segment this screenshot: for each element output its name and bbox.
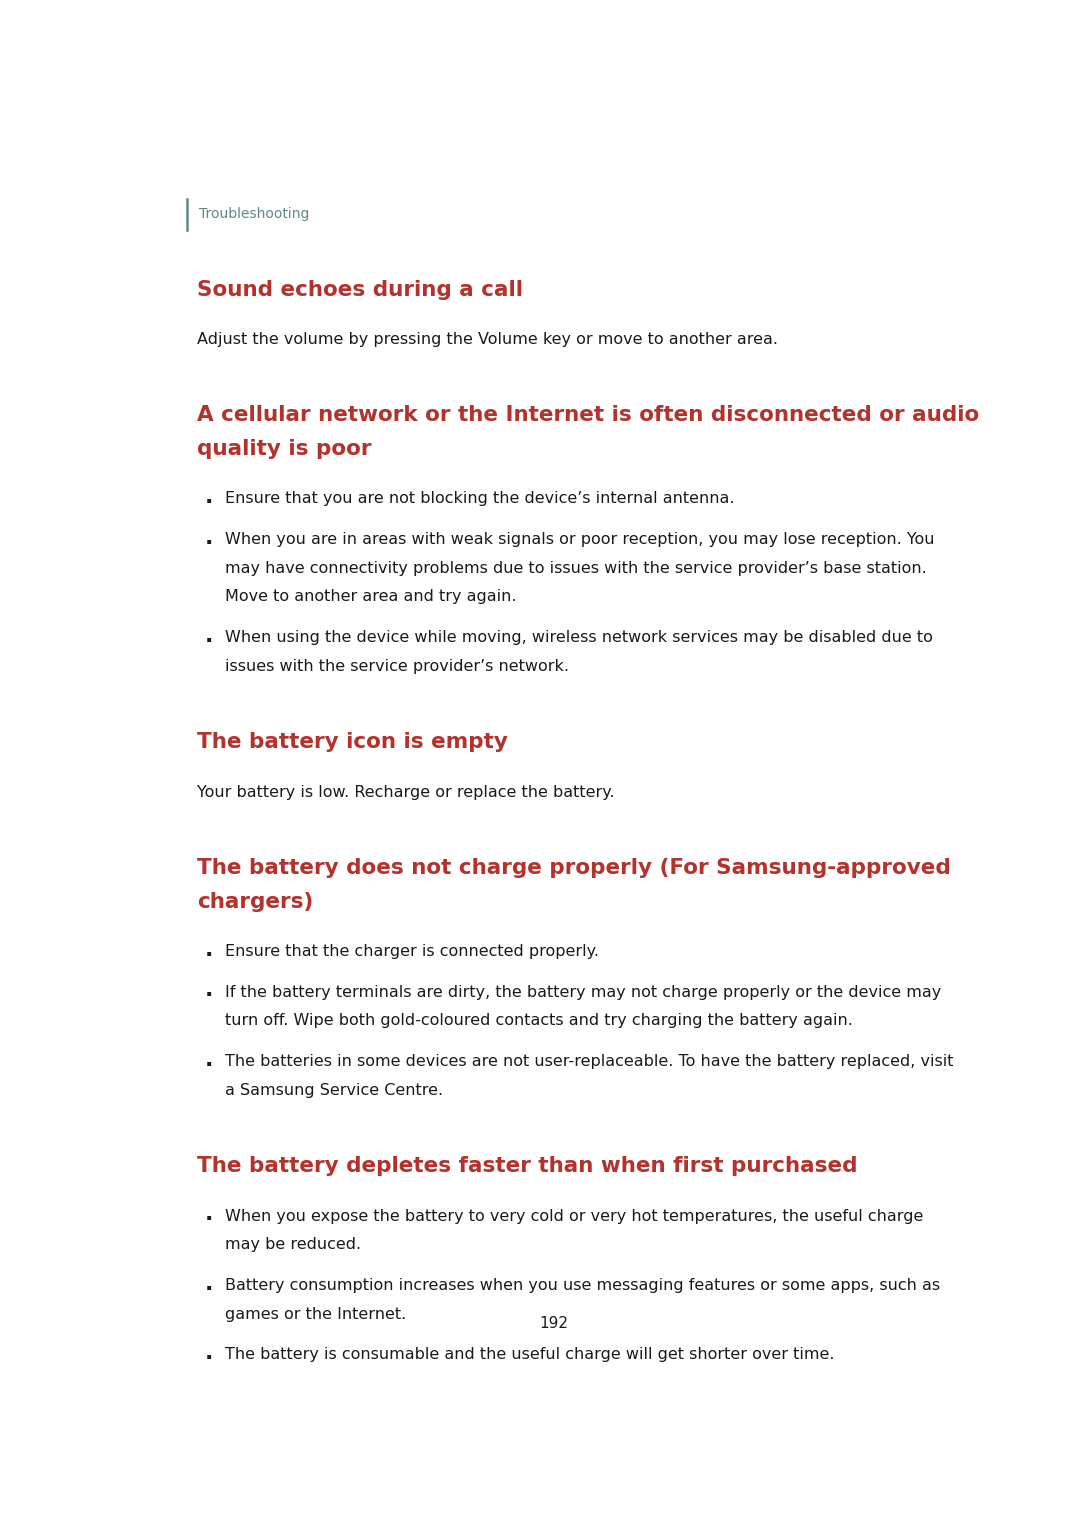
Text: Ensure that the charger is connected properly.: Ensure that the charger is connected pro… bbox=[225, 944, 598, 959]
Text: a Samsung Service Centre.: a Samsung Service Centre. bbox=[225, 1083, 443, 1098]
Text: When using the device while moving, wireless network services may be disabled du: When using the device while moving, wire… bbox=[225, 631, 932, 644]
Text: ·: · bbox=[204, 945, 213, 965]
Text: chargers): chargers) bbox=[197, 892, 313, 912]
Text: ·: · bbox=[204, 1278, 213, 1299]
Text: The battery icon is empty: The battery icon is empty bbox=[197, 733, 508, 753]
Text: issues with the service provider’s network.: issues with the service provider’s netwo… bbox=[225, 658, 568, 673]
Text: may have connectivity problems due to issues with the service provider’s base st: may have connectivity problems due to is… bbox=[225, 560, 927, 576]
Text: ·: · bbox=[204, 1209, 213, 1229]
Text: may be reduced.: may be reduced. bbox=[225, 1237, 361, 1252]
Text: ·: · bbox=[204, 533, 213, 553]
Text: Battery consumption increases when you use messaging features or some apps, such: Battery consumption increases when you u… bbox=[225, 1278, 940, 1293]
Text: ·: · bbox=[204, 631, 213, 651]
Text: The battery is consumable and the useful charge will get shorter over time.: The battery is consumable and the useful… bbox=[225, 1347, 834, 1362]
Text: A cellular network or the Internet is often disconnected or audio: A cellular network or the Internet is of… bbox=[197, 406, 980, 426]
Text: Your battery is low. Recharge or replace the battery.: Your battery is low. Recharge or replace… bbox=[197, 785, 615, 800]
Text: The battery does not charge properly (For Samsung-approved: The battery does not charge properly (Fo… bbox=[197, 858, 950, 878]
Text: 192: 192 bbox=[539, 1316, 568, 1332]
Text: Ensure that you are not blocking the device’s internal antenna.: Ensure that you are not blocking the dev… bbox=[225, 492, 734, 507]
Text: ·: · bbox=[204, 1055, 213, 1075]
Text: turn off. Wipe both gold-coloured contacts and try charging the battery again.: turn off. Wipe both gold-coloured contac… bbox=[225, 1014, 852, 1028]
Text: The batteries in some devices are not user-replaceable. To have the battery repl: The batteries in some devices are not us… bbox=[225, 1054, 953, 1069]
Text: Move to another area and try again.: Move to another area and try again. bbox=[225, 589, 516, 605]
Text: Adjust the volume by pressing the Volume key or move to another area.: Adjust the volume by pressing the Volume… bbox=[197, 331, 778, 347]
Text: If the battery terminals are dirty, the battery may not charge properly or the d: If the battery terminals are dirty, the … bbox=[225, 985, 941, 1000]
Text: When you are in areas with weak signals or poor reception, you may lose receptio: When you are in areas with weak signals … bbox=[225, 531, 934, 547]
Text: Sound echoes during a call: Sound echoes during a call bbox=[197, 279, 523, 299]
Text: Troubleshooting: Troubleshooting bbox=[199, 208, 309, 221]
Text: ·: · bbox=[204, 1348, 213, 1368]
Text: ·: · bbox=[204, 492, 213, 512]
Text: games or the Internet.: games or the Internet. bbox=[225, 1307, 406, 1322]
Text: ·: · bbox=[204, 985, 213, 1005]
Text: When you expose the battery to very cold or very hot temperatures, the useful ch: When you expose the battery to very cold… bbox=[225, 1208, 923, 1223]
Text: quality is poor: quality is poor bbox=[197, 438, 372, 460]
Text: The battery depletes faster than when first purchased: The battery depletes faster than when fi… bbox=[197, 1156, 858, 1176]
